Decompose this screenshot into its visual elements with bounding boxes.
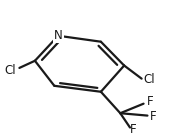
Text: N: N <box>54 29 63 42</box>
Text: F: F <box>146 95 153 108</box>
Text: Cl: Cl <box>144 73 155 86</box>
Text: F: F <box>130 123 137 136</box>
Text: Cl: Cl <box>4 64 16 77</box>
Text: F: F <box>149 110 156 123</box>
